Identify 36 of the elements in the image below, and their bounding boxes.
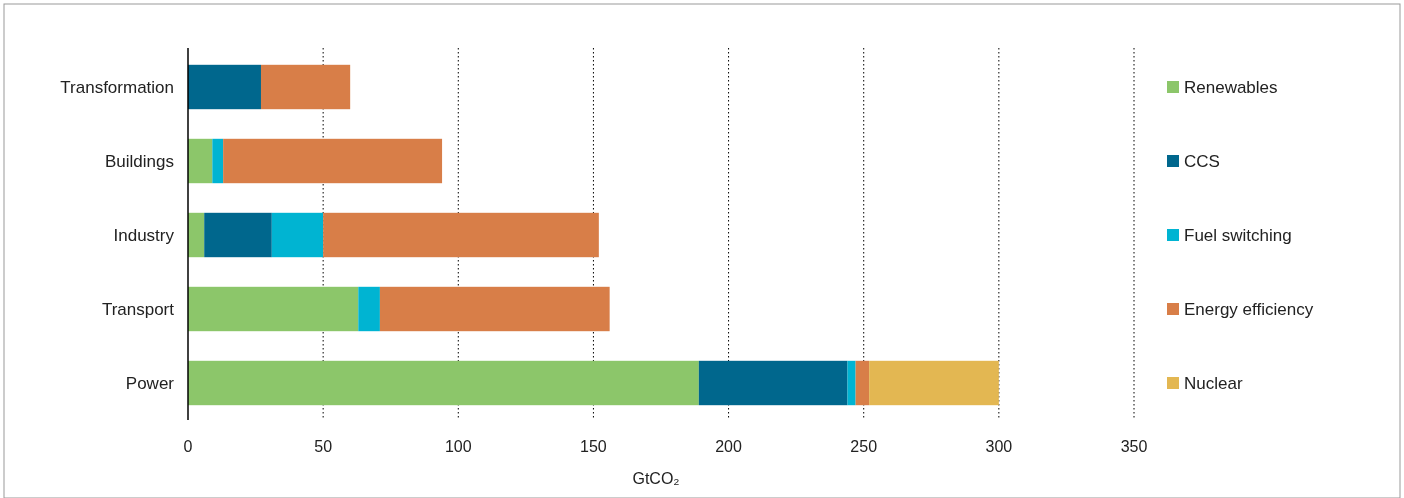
bar <box>188 286 359 332</box>
bar <box>188 212 205 258</box>
y-tick-label: Industry <box>113 225 175 245</box>
legend-label: Energy efficiency <box>1184 299 1314 319</box>
bar <box>271 212 324 258</box>
bar <box>358 286 380 332</box>
bar <box>188 360 699 406</box>
x-tick-label: 100 <box>444 438 472 455</box>
bar <box>869 360 999 406</box>
y-tick-label: Transformation <box>60 77 174 97</box>
y-tick-label: Power <box>125 373 175 393</box>
bar <box>188 64 261 110</box>
bar <box>188 138 213 184</box>
legend-label: Renewables <box>1184 77 1278 97</box>
bar <box>212 138 224 184</box>
bar <box>698 360 848 406</box>
bar <box>223 138 443 184</box>
x-tick-label: 0 <box>183 438 193 455</box>
x-tick-label: 350 <box>1120 438 1148 455</box>
x-tick-label: 250 <box>850 438 878 455</box>
x-axis-title: GtCO₂ <box>632 470 680 487</box>
bar <box>204 212 272 258</box>
y-tick-label: Buildings <box>105 151 174 171</box>
x-tick-label: 50 <box>314 438 333 455</box>
bar <box>379 286 610 332</box>
bar <box>260 64 351 110</box>
y-tick-label: Transport <box>101 299 175 319</box>
x-tick-label: 300 <box>985 438 1013 455</box>
legend-label: Fuel switching <box>1184 225 1292 245</box>
legend-label: Nuclear <box>1184 373 1243 393</box>
bar <box>323 212 599 258</box>
x-tick-label: 200 <box>715 438 743 455</box>
x-tick-label: 150 <box>580 438 607 455</box>
bar <box>855 360 870 406</box>
legend-label: CCS <box>1184 151 1220 171</box>
bar <box>847 360 856 406</box>
